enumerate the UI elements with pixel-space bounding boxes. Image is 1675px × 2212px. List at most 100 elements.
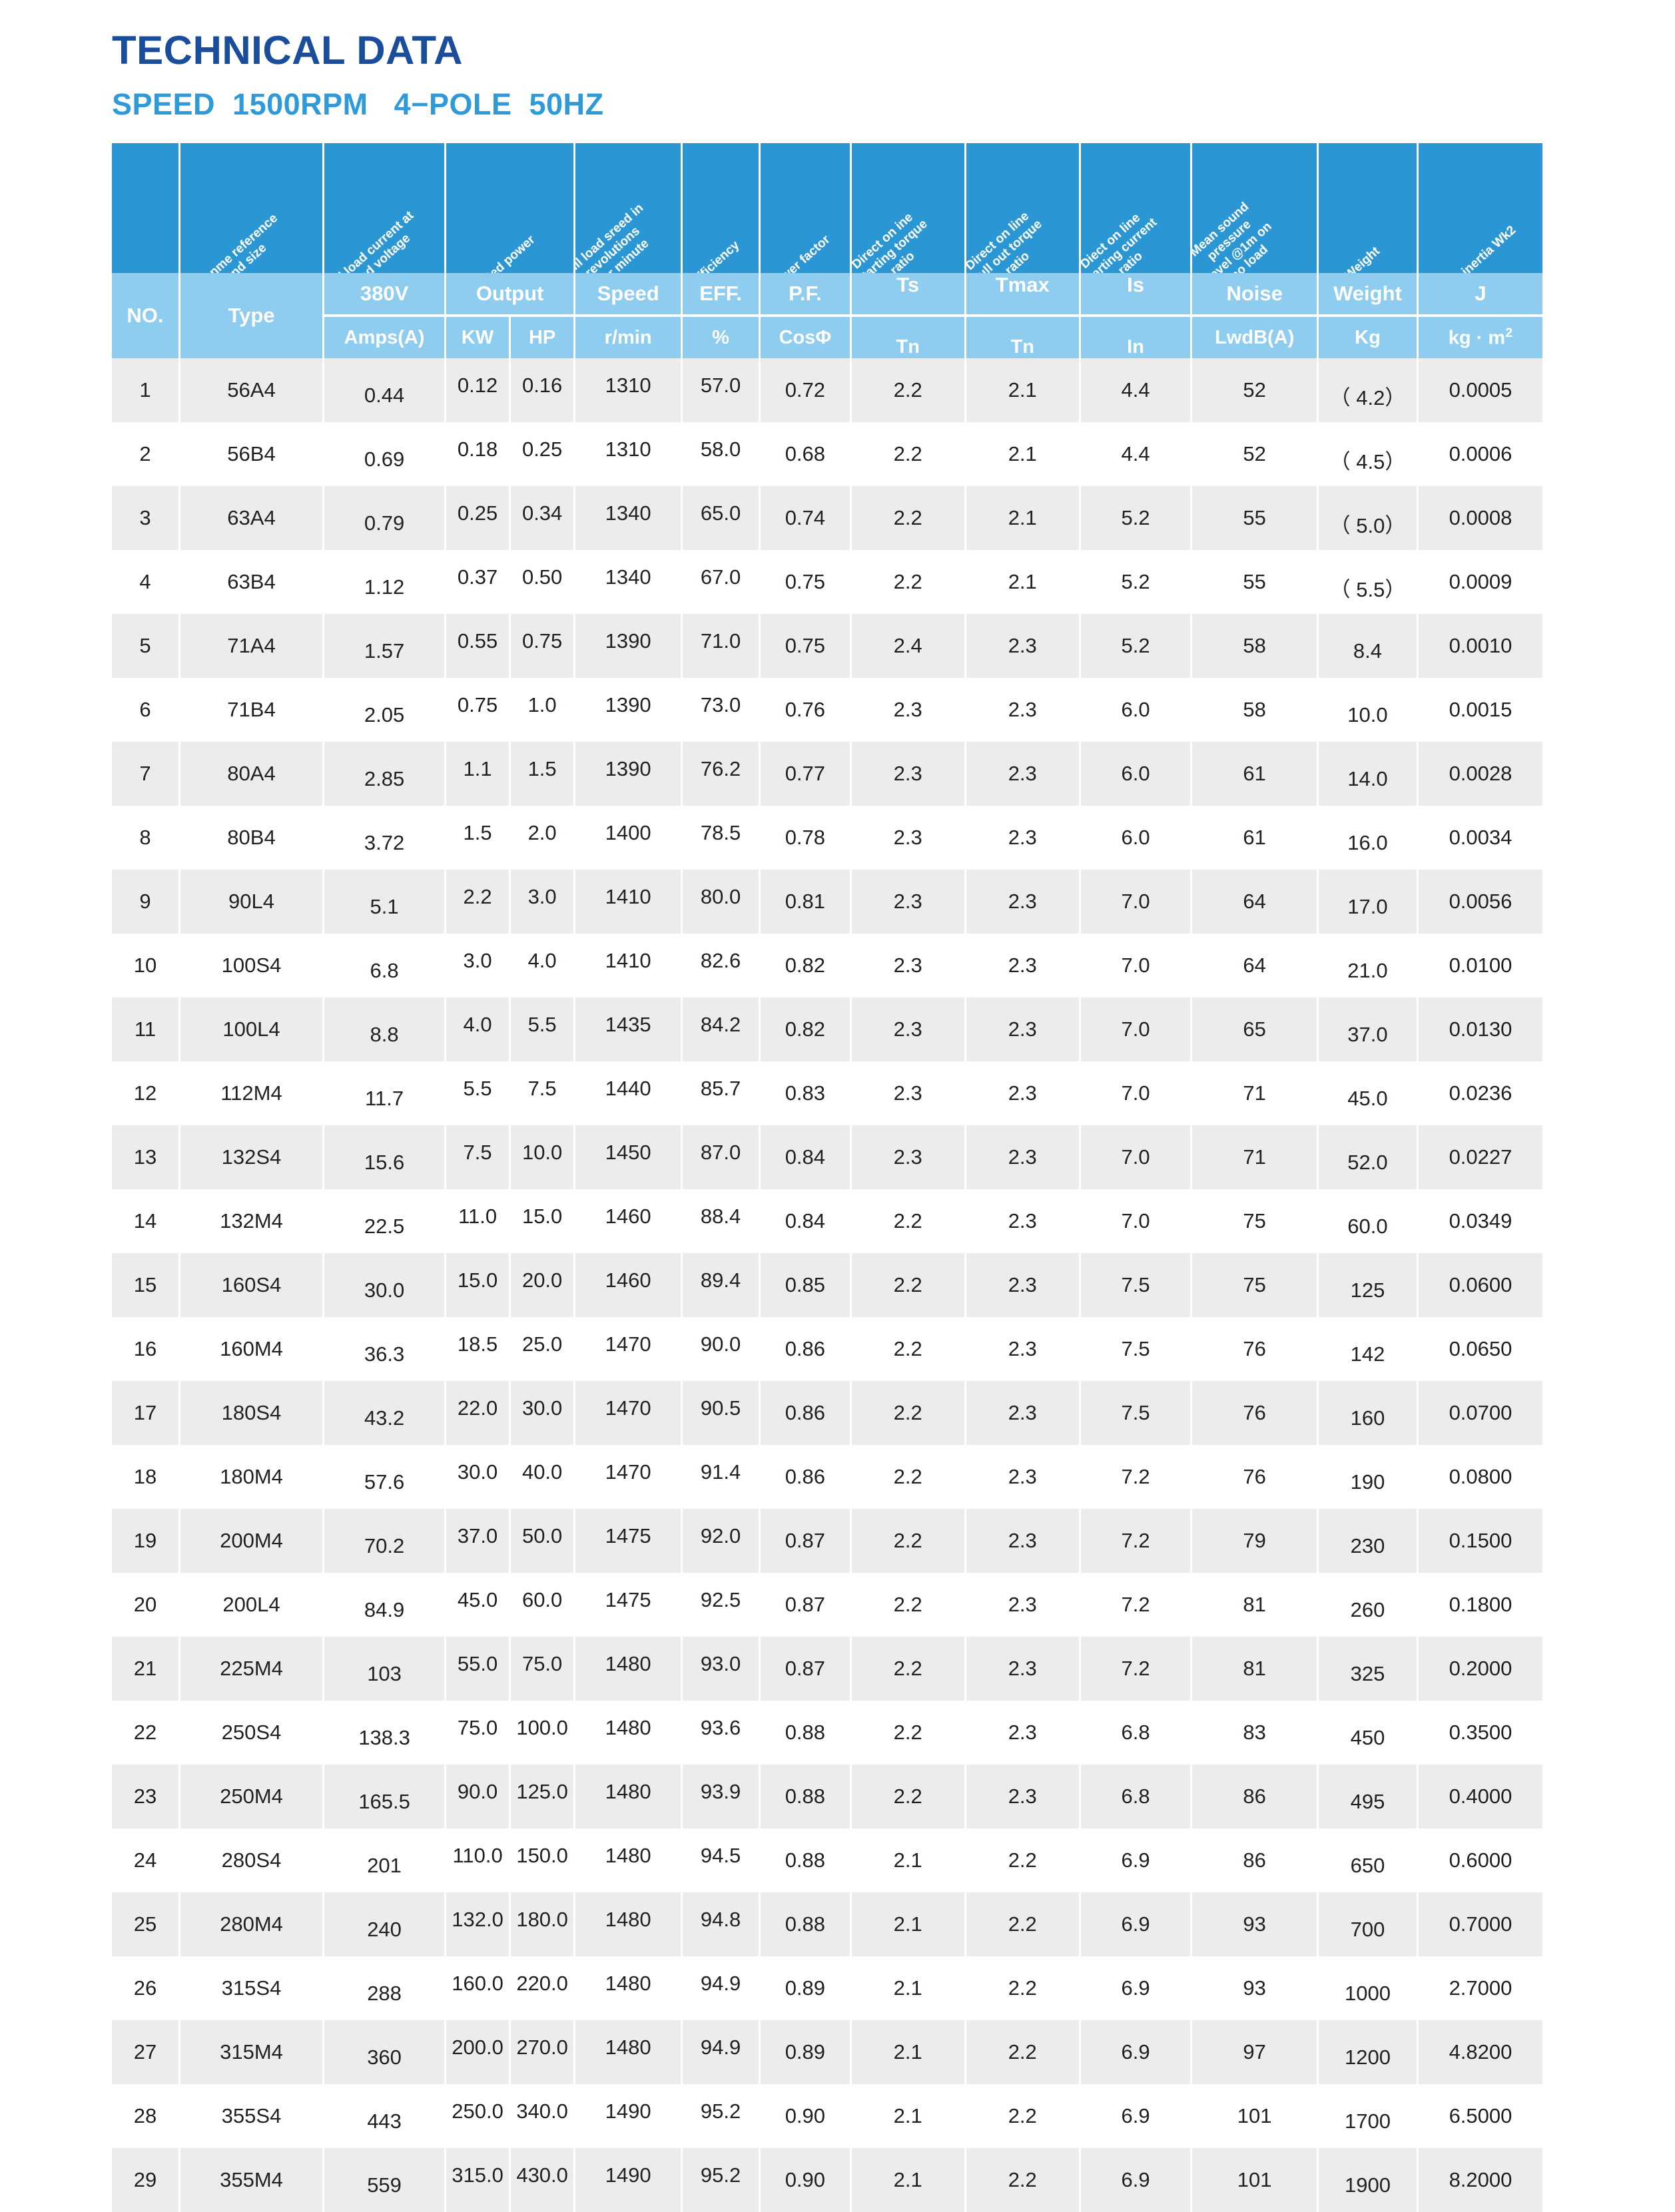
cell-tmax: 2.1 xyxy=(965,422,1081,486)
cell-is: 7.2 xyxy=(1080,1573,1193,1637)
cell-noise: 55 xyxy=(1191,486,1319,550)
cell-j: 0.0028 xyxy=(1417,742,1542,806)
cell-hp: 50.0 xyxy=(509,1509,576,1573)
cell-j: 0.0056 xyxy=(1417,870,1542,934)
cell-pf: 0.78 xyxy=(759,806,852,870)
table-row: 4 63B4 1.12 0.37 0.50 1340 67.0 0.75 2.2 2.1 5.2 55… xyxy=(112,550,1542,614)
cell-type: 56B4 xyxy=(179,422,325,486)
cell-no: 17 xyxy=(112,1381,180,1445)
cell-speed: 1470 xyxy=(574,1317,683,1381)
rotated-header-label: Weight xyxy=(1342,244,1383,273)
cell-ts: 2.3 xyxy=(850,997,966,1061)
cell-no: 9 xyxy=(112,870,180,934)
cell-noise: 52 xyxy=(1191,358,1319,422)
cell-amps: 5.1 xyxy=(323,870,447,934)
subheader-output: Output xyxy=(445,273,576,316)
rotated-header-label: Full load sreed in revolutions per minut… xyxy=(574,200,652,273)
table-row: 27 315M4 360 200.0 270.0 1480 94.9 0.89 2.1 2.2 6.… xyxy=(112,2020,1542,2084)
cell-no: 19 xyxy=(112,1509,180,1573)
cell-kw: 0.75 xyxy=(445,678,511,742)
cell-amps: 84.9 xyxy=(323,1573,447,1637)
cell-no: 4 xyxy=(112,550,180,614)
cell-is: 7.2 xyxy=(1080,1637,1193,1701)
cell-type: 132M4 xyxy=(179,1189,325,1253)
cell-is: 6.9 xyxy=(1080,2148,1193,2212)
cell-ts: 2.2 xyxy=(850,486,966,550)
cell-pf: 0.76 xyxy=(759,678,852,742)
cell-kw: 7.5 xyxy=(445,1125,511,1189)
cell-pf: 0.81 xyxy=(759,870,852,934)
cell-no: 6 xyxy=(112,678,180,742)
cell-kw: 250.0 xyxy=(445,2084,511,2148)
rotated-header-mean-sound-pressure: Mean sound pressure level @1m on no load xyxy=(1191,143,1319,273)
table-row: 28 355S4 443 250.0 340.0 1490 95.2 0.90 2.1 2.2 6.… xyxy=(112,2084,1542,2148)
table-body: 1 56A4 0.44 0.12 0.16 1310 57.0 0.72 2.2 2.1 4.4 52… xyxy=(112,358,1542,2212)
cell-eff: 57.0 xyxy=(681,358,761,422)
cell-tmax: 2.3 xyxy=(965,1509,1081,1573)
cell-amps: 240 xyxy=(323,1892,447,1956)
cell-no: 14 xyxy=(112,1189,180,1253)
cell-pf: 0.82 xyxy=(759,997,852,1061)
cell-kw: 45.0 xyxy=(445,1573,511,1637)
cell-ts: 2.2 xyxy=(850,1637,966,1701)
subheader-rmin: r/min xyxy=(574,314,683,358)
cell-kw: 3.0 xyxy=(445,934,511,997)
cell-amps: 0.69 xyxy=(323,422,447,486)
cell-pf: 0.87 xyxy=(759,1509,852,1573)
rotated-header-blank xyxy=(112,143,180,273)
cell-no: 7 xyxy=(112,742,180,806)
table-row: 23 250M4 165.5 90.0 125.0 1480 93.9 0.88 2.2 2.3 6… xyxy=(112,1765,1542,1828)
subheader-type: Type xyxy=(179,273,325,358)
cell-eff: 89.4 xyxy=(681,1253,761,1317)
rotated-header-rotor-inertia: Rotor inertia Wk2 xyxy=(1417,143,1542,273)
cell-speed: 1410 xyxy=(574,934,683,997)
cell-pf: 0.68 xyxy=(759,422,852,486)
cell-weight: 325 xyxy=(1317,1637,1419,1701)
cell-kw: 0.12 xyxy=(445,358,511,422)
cell-kw: 0.25 xyxy=(445,486,511,550)
cell-no: 28 xyxy=(112,2084,180,2148)
table-row: 18 180M4 57.6 30.0 40.0 1470 91.4 0.86 2.2 2.3 7.2… xyxy=(112,1445,1542,1509)
cell-noise: 101 xyxy=(1191,2148,1319,2212)
cell-ts: 2.3 xyxy=(850,870,966,934)
cell-tmax: 2.3 xyxy=(965,997,1081,1061)
cell-weight: 1700 xyxy=(1317,2084,1419,2148)
cell-weight: 700 xyxy=(1317,1892,1419,1956)
cell-speed: 1480 xyxy=(574,1892,683,1956)
cell-ts: 2.2 xyxy=(850,550,966,614)
table-row: 21 225M4 103 55.0 75.0 1480 93.0 0.87 2.2 2.3 7.2 8… xyxy=(112,1637,1542,1701)
cell-noise: 58 xyxy=(1191,614,1319,678)
subheader-ts: Ts xyxy=(850,273,966,316)
cell-tmax: 2.2 xyxy=(965,1956,1081,2020)
cell-pf: 0.85 xyxy=(759,1253,852,1317)
cell-is: 7.2 xyxy=(1080,1509,1193,1573)
rotated-header-power-factor: Power factor xyxy=(759,143,852,273)
cell-speed: 1310 xyxy=(574,358,683,422)
rotated-header-label: Direct on line pull out torque ratio xyxy=(965,208,1045,273)
cell-kw: 200.0 xyxy=(445,2020,511,2084)
cell-amps: 70.2 xyxy=(323,1509,447,1573)
cell-type: 250S4 xyxy=(179,1701,325,1765)
cell-weight: 16.0 xyxy=(1317,806,1419,870)
cell-type: 112M4 xyxy=(179,1061,325,1125)
subheader-pf: P.F. xyxy=(759,273,852,316)
technical-data-table-wrapper: Franme reference and size Full load curr… xyxy=(112,143,1542,2212)
cell-pf: 0.72 xyxy=(759,358,852,422)
table-row: 6 71B4 2.05 0.75 1.0 1390 73.0 0.76 2.3 2.3 6.0 58 1… xyxy=(112,678,1542,742)
cell-type: 90L4 xyxy=(179,870,325,934)
cell-kw: 4.0 xyxy=(445,997,511,1061)
subheader-top-row: NO. Type 380V Output Speed EFF. P.F. Ts … xyxy=(112,273,1542,358)
cell-is: 6.8 xyxy=(1080,1765,1193,1828)
cell-pf: 0.84 xyxy=(759,1189,852,1253)
subheader-percent: % xyxy=(681,314,761,358)
cell-weight: 650 xyxy=(1317,1828,1419,1892)
cell-amps: 1.57 xyxy=(323,614,447,678)
cell-ts: 2.1 xyxy=(850,1828,966,1892)
subheader-tn-torque: Tn xyxy=(850,314,966,358)
cell-speed: 1450 xyxy=(574,1125,683,1189)
rotated-header-full-load-current: Full load current at rated voltage xyxy=(323,143,447,273)
cell-ts: 2.2 xyxy=(850,1509,966,1573)
table-row: 3 63A4 0.79 0.25 0.34 1340 65.0 0.74 2.2 2.1 5.2 55… xyxy=(112,486,1542,550)
cell-no: 16 xyxy=(112,1317,180,1381)
cell-noise: 83 xyxy=(1191,1701,1319,1765)
